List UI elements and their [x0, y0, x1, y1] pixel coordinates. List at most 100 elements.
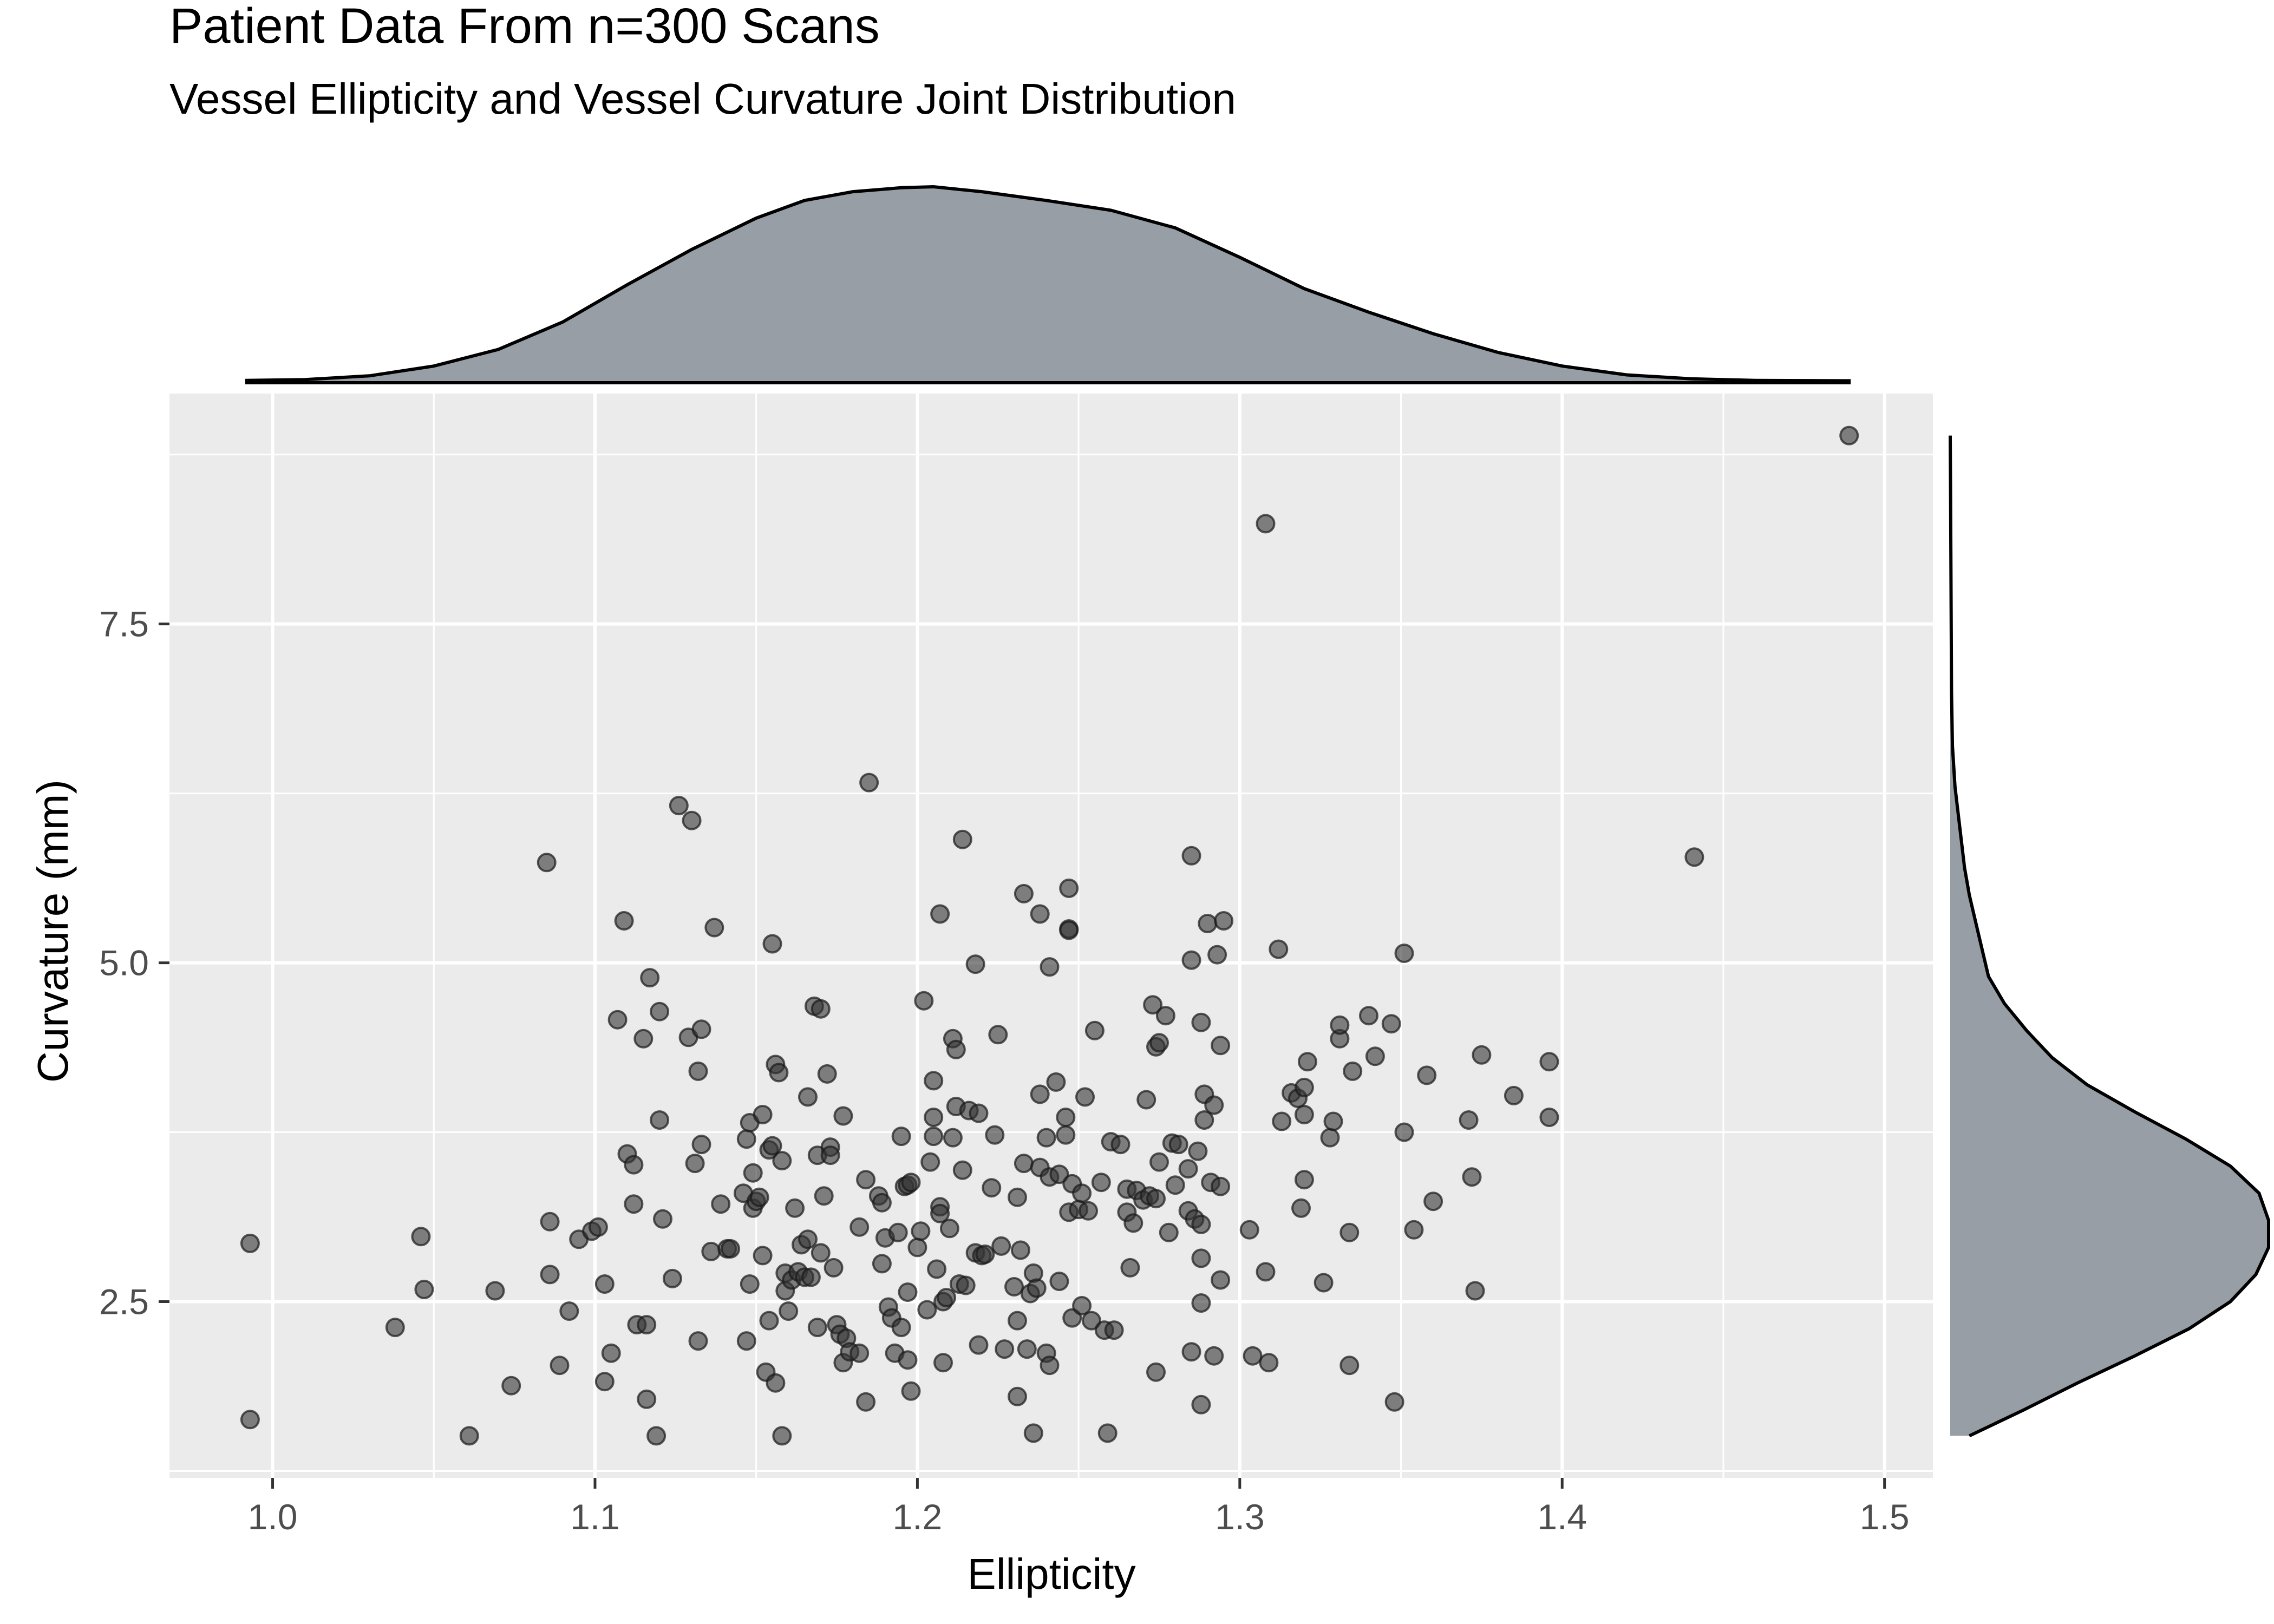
data-point [691, 1019, 711, 1039]
x-tick-label: 1.4 [1537, 1497, 1587, 1537]
data-point [1072, 1183, 1092, 1203]
data-point [1081, 1311, 1101, 1331]
data-point [1149, 1033, 1169, 1053]
data-point [807, 1318, 827, 1338]
data-point [888, 1222, 908, 1242]
data-point [711, 1194, 731, 1214]
data-point [411, 1227, 431, 1247]
data-point [930, 1203, 950, 1223]
data-point [559, 1301, 579, 1321]
data-point [1404, 1220, 1424, 1240]
data-point [704, 918, 724, 938]
data-point [1191, 1293, 1211, 1313]
data-point [1339, 1222, 1360, 1242]
data-point [969, 1103, 989, 1123]
data-point [1008, 1187, 1027, 1207]
data-point [1211, 1176, 1231, 1196]
x-tick-label: 1.2 [893, 1497, 943, 1537]
data-point [540, 1265, 560, 1285]
data-point [1243, 1346, 1263, 1366]
data-point [537, 853, 557, 873]
data-point [1291, 1198, 1311, 1218]
data-point [624, 1155, 644, 1175]
data-point [820, 1145, 840, 1165]
data-point [933, 1353, 953, 1373]
data-point [685, 1154, 705, 1174]
data-point [1056, 1108, 1076, 1127]
data-point [688, 1061, 708, 1081]
data-point [1049, 1164, 1069, 1184]
data-point [1123, 1213, 1143, 1233]
data-point [753, 1246, 773, 1266]
data-point [1211, 1270, 1231, 1290]
data-point [798, 1087, 818, 1107]
data-point [1165, 1175, 1185, 1195]
y-tick-label: 2.5 [99, 1282, 149, 1322]
data-point [779, 1301, 799, 1321]
data-point [1017, 1339, 1037, 1359]
data-point [988, 1025, 1008, 1045]
data-point [1839, 425, 1859, 446]
data-point [1272, 1111, 1292, 1131]
data-point [943, 1128, 963, 1148]
data-point [824, 1258, 844, 1278]
data-point [772, 1151, 792, 1171]
data-point [669, 796, 689, 816]
data-point [682, 810, 702, 830]
data-point [952, 1160, 972, 1180]
data-point [1259, 1353, 1279, 1373]
data-point [1049, 1272, 1069, 1291]
data-point [1036, 1128, 1056, 1148]
data-point [1191, 1012, 1211, 1032]
data-point [1211, 1036, 1231, 1056]
chart-subtitle: Vessel Ellipticity and Vessel Curvature … [169, 75, 1236, 123]
data-point [736, 1331, 756, 1351]
y-axis-tick-labels: 2.5 5.0 7.5 [99, 604, 149, 1322]
data-point [637, 1389, 657, 1409]
data-point [1343, 1061, 1363, 1081]
plot-panel [169, 394, 1933, 1478]
data-point [924, 1071, 944, 1091]
data-point [650, 1001, 670, 1021]
data-point [811, 999, 831, 1019]
data-point [240, 1233, 260, 1253]
data-point [1384, 1392, 1404, 1412]
data-point [624, 1194, 644, 1214]
data-point [1394, 944, 1414, 963]
data-point [1136, 1090, 1156, 1110]
scatter-points [240, 425, 1859, 1446]
data-point [662, 1268, 682, 1288]
data-point [856, 1170, 876, 1190]
x-tick-label: 1.0 [248, 1497, 298, 1537]
data-point [766, 1373, 786, 1393]
data-point [721, 1239, 740, 1259]
data-point [995, 1339, 1015, 1359]
data-point [811, 1243, 831, 1263]
data-point [965, 954, 985, 974]
data-point [1423, 1191, 1443, 1212]
x-marginal-density [245, 185, 1851, 384]
data-point [1104, 1320, 1124, 1340]
data-point [927, 1259, 947, 1279]
data-point [1459, 1110, 1479, 1130]
data-point [969, 1335, 989, 1355]
data-point [1330, 1015, 1350, 1035]
chart-title: Patient Data From n=300 Scans [169, 0, 880, 54]
data-point [1056, 1125, 1076, 1145]
data-point [772, 1426, 792, 1446]
data-point [1198, 914, 1218, 933]
data-point [1207, 945, 1227, 965]
data-point [1381, 1014, 1401, 1034]
data-point [1097, 1423, 1118, 1443]
data-point [1120, 1258, 1140, 1278]
data-point [1004, 1277, 1024, 1296]
data-point [1023, 1423, 1043, 1443]
data-point [952, 829, 972, 849]
data-point [914, 991, 934, 1011]
data-point [907, 1237, 927, 1258]
data-point [1191, 1248, 1211, 1268]
data-point [743, 1163, 763, 1183]
data-point [1008, 1386, 1027, 1406]
data-point [1091, 1173, 1111, 1193]
